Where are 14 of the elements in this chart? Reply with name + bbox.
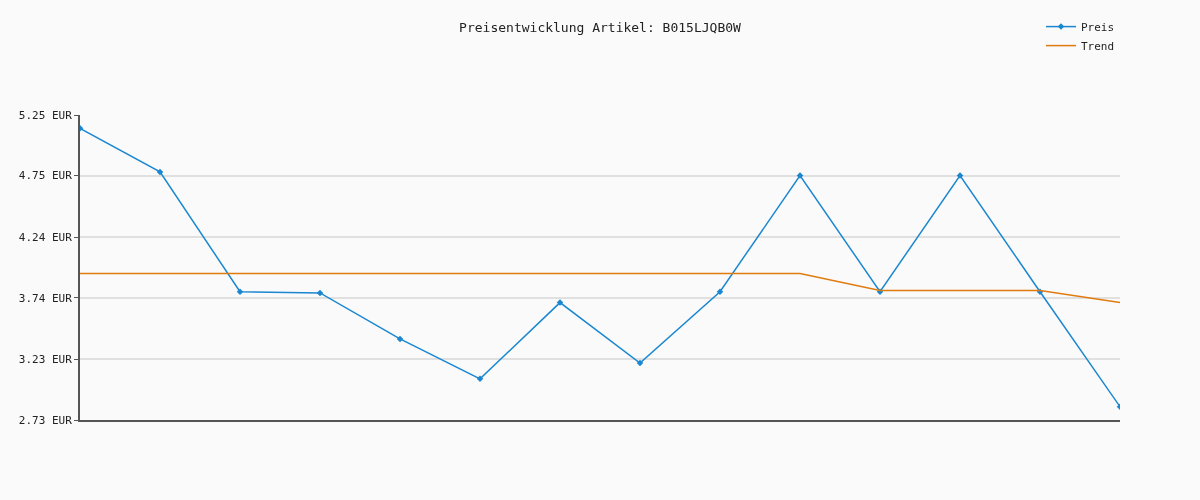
chart-title: Preisentwicklung Artikel: B015LJQB0W bbox=[459, 19, 742, 35]
point bbox=[476, 375, 484, 383]
point bbox=[396, 335, 404, 343]
y-tick-label: 5.25 EUR bbox=[18, 108, 73, 122]
point bbox=[316, 289, 324, 297]
legend-label: Trend bbox=[1081, 39, 1115, 53]
legend-label: Preis bbox=[1081, 20, 1115, 34]
point bbox=[636, 359, 644, 367]
y-tick-label: 3.74 EUR bbox=[18, 291, 73, 305]
point bbox=[156, 168, 164, 176]
y-tick-label: 4.24 EUR bbox=[18, 231, 73, 245]
y-tick-label: 2.73 EUR bbox=[18, 413, 73, 427]
y-tick-label: 4.75 EUR bbox=[18, 169, 73, 183]
y-tick-label: 3.23 EUR bbox=[18, 353, 73, 367]
